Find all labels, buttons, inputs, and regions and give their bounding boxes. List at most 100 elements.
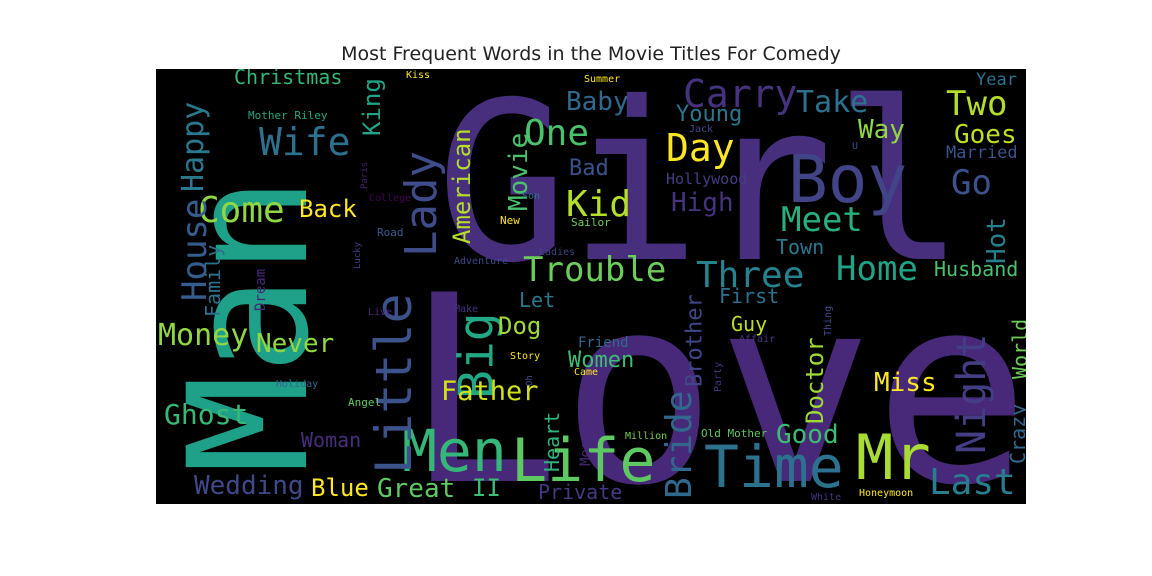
word-men: Men: [402, 417, 507, 485]
chart-title: Most Frequent Words in the Movie Titles …: [341, 43, 841, 65]
word-honeymoon: Honeymoon: [859, 488, 913, 499]
word-wife: Wife: [259, 120, 351, 164]
word-u: U: [852, 141, 858, 152]
word-year: Year: [976, 70, 1017, 90]
word-one: One: [524, 113, 589, 154]
word-movie: Movie: [504, 133, 534, 211]
word-goes: Goes: [954, 120, 1017, 150]
word-dog: Dog: [498, 312, 541, 340]
word-kiss: Kiss: [406, 70, 430, 81]
word-mother-riley: Mother Riley: [248, 109, 328, 122]
word-go: Go: [951, 163, 992, 203]
word-bad: Bad: [569, 156, 609, 181]
word-party: Party: [713, 362, 724, 392]
cloud-background: [156, 69, 1026, 504]
word-little: Little: [365, 293, 423, 474]
word-new: New: [500, 214, 520, 227]
word-come: Come: [198, 190, 285, 231]
word-ladies: Ladies: [539, 247, 575, 258]
word-hollywood: Hollywood: [666, 170, 747, 188]
word-private: Private: [538, 480, 622, 504]
word-son: Son: [522, 191, 540, 202]
word-meet: Meet: [781, 200, 863, 240]
word-time: Time: [704, 433, 844, 501]
word-family: Family: [201, 245, 225, 317]
word-jack: Jack: [689, 124, 713, 135]
word-last: Last: [929, 462, 1016, 503]
word-adventure: Adventure: [454, 256, 508, 267]
word-house: House: [175, 199, 215, 301]
word-back: Back: [299, 195, 357, 223]
word-take: Take: [796, 85, 868, 120]
word-road: Road: [377, 226, 404, 239]
word-good: Good: [776, 420, 839, 450]
word-home: Home: [836, 249, 918, 289]
word-brother: Brother: [683, 294, 708, 387]
word-two: Two: [946, 84, 1007, 124]
word-high: High: [671, 188, 734, 218]
word-blue: Blue: [311, 474, 369, 502]
word-heart: Heart: [540, 412, 564, 472]
word-doctor: Doctor: [801, 337, 829, 424]
word-live: Live: [368, 307, 392, 318]
word-christmas: Christmas: [234, 69, 342, 89]
word-friend: Friend: [578, 335, 629, 351]
word-dream: Dream: [253, 269, 269, 311]
word-million: Million: [625, 431, 667, 442]
word-world: World: [1008, 319, 1026, 379]
word-trouble: Trouble: [523, 250, 666, 290]
word-story: Story: [510, 351, 540, 362]
word-let: Let: [519, 288, 555, 312]
word-husband: Husband: [934, 257, 1018, 281]
word-came: Came: [574, 367, 598, 378]
word-way: Way: [858, 115, 905, 145]
word-wedding: Wedding: [194, 471, 304, 501]
word-married: Married: [946, 143, 1018, 163]
word-old-mother: Old Mother: [701, 427, 768, 440]
word-woman: Woman: [301, 428, 361, 452]
word-father: Father: [441, 376, 539, 407]
word-paris: Paris: [360, 162, 370, 189]
word-moon: Moon: [578, 432, 594, 466]
word-college: College: [369, 193, 411, 204]
word-guy: Guy: [731, 312, 767, 336]
word-summer: Summer: [584, 74, 620, 85]
word-lucky: Lucky: [353, 241, 363, 269]
word-first: First: [719, 284, 779, 308]
word-sailor: Sailor: [571, 216, 611, 229]
word-angel: Angel: [348, 396, 381, 409]
word-man: Man: [156, 176, 345, 474]
word-boy: Boy: [788, 141, 907, 218]
word-affair: Affair: [739, 334, 775, 345]
word-ii: II: [472, 474, 501, 502]
word-mr: Mr: [856, 421, 931, 494]
word-white: White: [811, 492, 841, 503]
word-hot: Hot: [982, 217, 1012, 264]
word-money: Money: [158, 318, 248, 353]
word-three: Three: [696, 255, 804, 296]
word-great: Great: [377, 474, 455, 504]
word-make: Make: [454, 304, 478, 315]
word-thing: Thing: [823, 306, 834, 336]
word-day: Day: [666, 126, 735, 170]
word-ghost: Ghost: [164, 398, 248, 431]
word-young: Young: [676, 102, 742, 127]
word-big: Big: [448, 312, 504, 399]
word-girl: Girl: [436, 69, 966, 311]
word-miss: Miss: [874, 368, 937, 398]
word-crazy: Crazy: [1006, 404, 1026, 464]
word-oh: Oh: [525, 375, 535, 386]
word-carry: Carry: [683, 72, 797, 116]
word-life: Life: [511, 426, 656, 496]
word-night: Night: [949, 334, 995, 454]
word-lady: Lady: [396, 151, 447, 257]
word-king: King: [358, 78, 386, 136]
word-holiday: Holiday: [276, 379, 318, 390]
word-bride: Bride: [659, 391, 700, 499]
word-never: Never: [256, 329, 334, 359]
word-happy: Happy: [176, 102, 211, 192]
word-baby: Baby: [566, 87, 629, 117]
word-love: Love: [404, 241, 1026, 504]
word-women: Women: [568, 348, 634, 373]
